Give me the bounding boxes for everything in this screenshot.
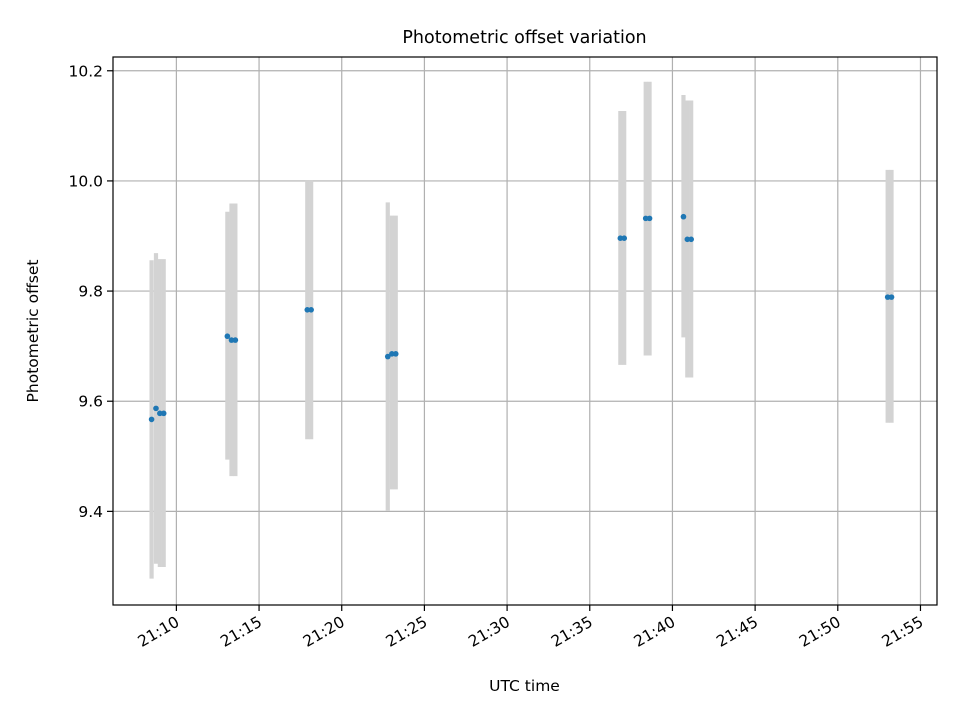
x-tick-label: 21:35 (548, 613, 596, 651)
x-axis-label: UTC time (489, 677, 560, 695)
y-axis-label: Photometric offset (24, 260, 42, 403)
chart-title: Photometric offset variation (402, 28, 646, 48)
data-point (680, 213, 687, 220)
x-tick-label: 21:50 (796, 613, 844, 651)
data-point (688, 236, 694, 243)
data-point (228, 337, 235, 343)
data-point (384, 353, 391, 360)
data-point (160, 410, 167, 417)
y-tick-layer: 9.4 9.6 9.8 10.0 10.2 (68, 62, 113, 521)
data-point (392, 351, 399, 357)
x-tick-label: 21:10 (135, 613, 183, 651)
error-bar-layer (149, 81, 894, 579)
data-point (232, 337, 239, 343)
data-point (888, 294, 895, 300)
x-tick-label: 21:25 (383, 613, 431, 651)
grid-layer (113, 57, 937, 605)
data-point (224, 333, 231, 340)
data-point (157, 410, 163, 417)
x-tick-label: 21:20 (300, 613, 348, 651)
data-point (153, 405, 159, 412)
x-tick-layer: 21:10 21:15 21:20 21:25 21:30 21:35 21:40 21:45… (135, 605, 927, 651)
data-point (617, 235, 624, 241)
data-point (621, 235, 628, 241)
data-point (304, 306, 311, 313)
data-point (642, 215, 649, 222)
data-point (148, 416, 155, 423)
y-tick-label: 10.2 (68, 62, 103, 80)
y-tick-label: 9.4 (78, 503, 103, 521)
data-point (646, 215, 653, 222)
y-tick-label: 9.6 (78, 393, 103, 411)
data-point (884, 294, 891, 300)
data-point (308, 306, 314, 313)
plot-frame (112, 56, 938, 606)
x-tick-label: 21:15 (217, 613, 265, 651)
y-tick-label: 9.8 (78, 283, 103, 301)
y-tick-label: 10.0 (68, 172, 103, 190)
x-tick-label: 21:40 (631, 613, 679, 651)
x-tick-label: 21:45 (713, 613, 761, 651)
data-point (684, 236, 691, 243)
data-point-layer (148, 213, 895, 423)
data-point (389, 351, 395, 357)
x-tick-label: 21:55 (879, 613, 927, 651)
x-tick-label: 21:30 (465, 613, 513, 651)
